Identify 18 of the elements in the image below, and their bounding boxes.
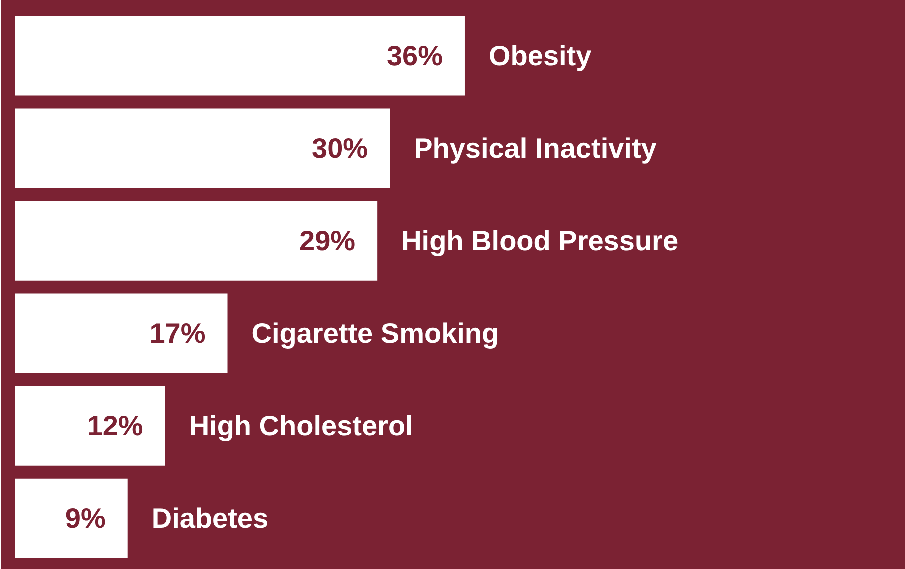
y-tick-label: High Blood Pressure — [402, 226, 679, 257]
data-label: 17% — [150, 318, 206, 350]
y-tick-label: Diabetes — [152, 503, 269, 534]
data-label: 12% — [87, 410, 144, 442]
data-label: 36% — [386, 40, 444, 72]
data-label: 29% — [300, 226, 356, 257]
data-label: 9% — [65, 503, 106, 534]
y-tick-label: Cigarette Smoking — [252, 318, 500, 350]
bar — [15, 294, 228, 374]
y-tick-label: Physical Inactivity — [414, 133, 658, 164]
data-label: 30% — [312, 133, 368, 164]
bar — [15, 108, 390, 188]
bar — [15, 16, 465, 96]
y-tick-label: High Cholesterol — [189, 410, 414, 442]
bar — [15, 201, 378, 281]
bar — [15, 478, 128, 558]
y-tick-label: Obesity — [488, 40, 592, 72]
bar — [15, 386, 166, 466]
